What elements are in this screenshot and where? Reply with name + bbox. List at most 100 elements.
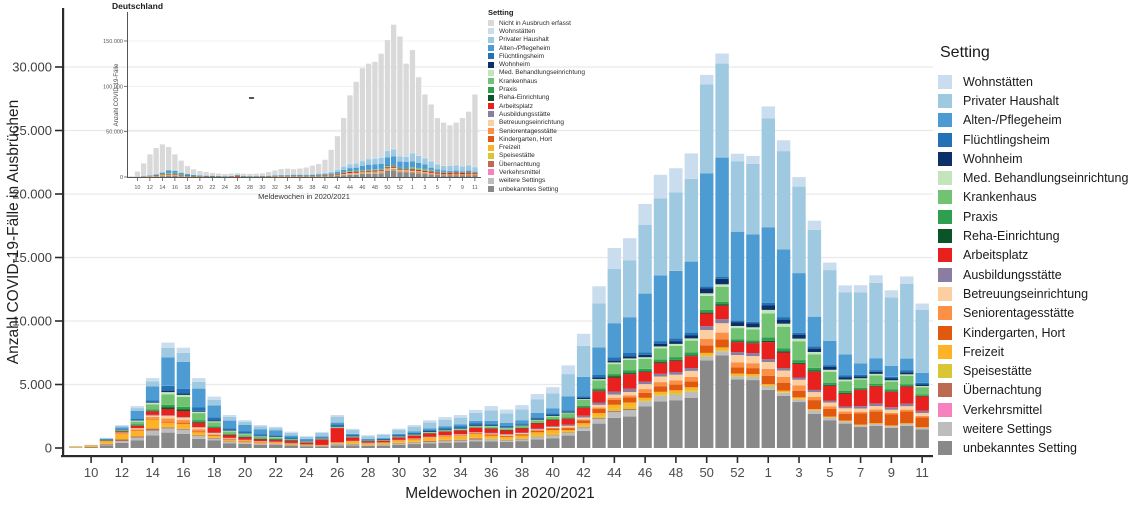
- segment: [792, 390, 806, 398]
- segment: [623, 373, 637, 375]
- segment: [484, 433, 498, 435]
- segment: [684, 390, 698, 392]
- segment: [561, 374, 575, 397]
- legend-item-wohnstätten: Wohnstätten: [488, 27, 623, 35]
- legend-label: Ausbildungsstätte: [963, 267, 1062, 282]
- legend-label: Übernachtung: [499, 160, 540, 168]
- legend-item-krankenhaus: Krankenhaus: [938, 188, 1126, 207]
- segment-not-in-outbreak: [466, 111, 472, 165]
- segment: [746, 343, 760, 354]
- segment: [700, 313, 714, 327]
- inset-y-tick-label: 50.000: [106, 130, 123, 136]
- segment: [515, 428, 529, 433]
- legend-swatch: [938, 441, 952, 456]
- inset-x-tick-label: 50: [384, 185, 390, 191]
- segment: [746, 327, 760, 330]
- segment: [459, 174, 466, 176]
- segment: [884, 389, 899, 392]
- legend-label: Kindergarten, Hort: [963, 325, 1066, 340]
- segment: [700, 74, 714, 85]
- segment: [392, 443, 406, 444]
- segment-not-in-outbreak: [397, 36, 403, 156]
- segment: [592, 413, 606, 417]
- legend-item-unbekanntes-setting: unbekanntes Setting: [938, 439, 1126, 458]
- segment: [403, 169, 409, 171]
- segment: [484, 406, 498, 411]
- segment: [853, 425, 868, 428]
- segment: [145, 402, 160, 405]
- segment: [130, 421, 144, 425]
- segment: [409, 171, 416, 173]
- inset-legend-items: Nicht in Ausbruch erfasst Wohnstätten Priv…: [488, 19, 623, 193]
- segment: [530, 420, 545, 423]
- segment: [207, 432, 221, 434]
- inset-bar-week-2: [416, 77, 422, 177]
- segment: [561, 424, 575, 426]
- segment: [384, 167, 391, 169]
- segment: [330, 445, 344, 448]
- segment: [130, 406, 144, 409]
- segment: [823, 406, 837, 409]
- segment: [576, 376, 591, 397]
- segment: [145, 428, 160, 431]
- segment: [884, 376, 899, 379]
- segment: [607, 399, 621, 405]
- segment: [99, 438, 114, 439]
- segment: [392, 435, 406, 436]
- segment: [207, 433, 221, 435]
- legend-swatch: [488, 128, 494, 134]
- segment: [499, 434, 514, 435]
- segment: [253, 442, 268, 444]
- inset-bar-week-34: [284, 168, 291, 177]
- segment: [761, 106, 775, 119]
- legend-label: Wohnheim: [499, 61, 530, 69]
- segment: [515, 424, 529, 426]
- segment: [576, 420, 591, 424]
- legend-item-alten-pflegeheim: Alten-/Pflegeheim: [938, 111, 1126, 130]
- segment: [915, 429, 929, 448]
- segment: [853, 387, 868, 390]
- x-tick-label: 12: [115, 465, 129, 480]
- segment: [884, 426, 899, 428]
- segment-not-in-outbreak: [222, 174, 228, 177]
- legend-label: Betreuungseinrichtung: [499, 119, 565, 127]
- segment: [472, 175, 478, 177]
- segment: [669, 384, 683, 391]
- x-tick-label: 16: [176, 465, 190, 480]
- segment: [700, 338, 714, 346]
- segment: [853, 378, 868, 380]
- bar-week-25: [315, 432, 329, 448]
- segment: [441, 170, 447, 172]
- segment: [684, 178, 698, 262]
- bar-week-34: [453, 415, 468, 448]
- segment: [561, 418, 575, 425]
- segment: [761, 386, 775, 390]
- segment: [746, 234, 760, 322]
- segment: [700, 345, 714, 353]
- segment: [178, 174, 184, 176]
- segment: [653, 359, 668, 363]
- legend-label: Alten-/Pflegeheim: [499, 44, 551, 52]
- segment: [700, 326, 714, 330]
- y-tick-label: 25.000: [12, 123, 52, 138]
- inset-bar-week-43: [341, 118, 347, 177]
- segment: [823, 384, 837, 386]
- segment: [807, 229, 822, 317]
- segment: [884, 407, 899, 410]
- segment: [207, 437, 221, 438]
- segment: [207, 420, 221, 422]
- legend-item-arbeitsplatz: Arbeitsplatz: [938, 246, 1126, 265]
- legend-item-freizeit: Freizeit: [488, 143, 623, 151]
- inset-bar-week-41: [328, 149, 334, 177]
- segment: [207, 435, 221, 438]
- segment: [900, 284, 914, 359]
- segment: [238, 440, 252, 441]
- segment: [192, 436, 206, 439]
- segment: [700, 356, 714, 361]
- segment: [869, 282, 883, 359]
- segment: [397, 156, 403, 162]
- bar-week-11: [99, 437, 114, 448]
- segment: [546, 413, 560, 416]
- segment: [453, 439, 468, 440]
- segment: [438, 426, 452, 429]
